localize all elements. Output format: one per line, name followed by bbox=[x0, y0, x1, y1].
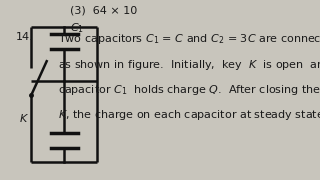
Text: capacitor $C_1$  holds charge $Q$.  After closing the ke: capacitor $C_1$ holds charge $Q$. After … bbox=[58, 83, 320, 97]
Text: Two capacitors $C_1$ = $C$ and $C_2$ = 3$C$ are connecte: Two capacitors $C_1$ = $C$ and $C_2$ = 3… bbox=[58, 32, 320, 46]
Text: $K$: $K$ bbox=[20, 112, 29, 124]
Text: 14.: 14. bbox=[16, 32, 33, 42]
Text: $C_1$: $C_1$ bbox=[70, 22, 84, 35]
Text: (3)  64 × 10: (3) 64 × 10 bbox=[70, 5, 137, 15]
Text: as shown in figure.  Initially,  key  $K$  is open  and: as shown in figure. Initially, key $K$ i… bbox=[58, 58, 320, 72]
Text: $K$, the charge on each capacitor at steady state will b: $K$, the charge on each capacitor at ste… bbox=[58, 108, 320, 122]
